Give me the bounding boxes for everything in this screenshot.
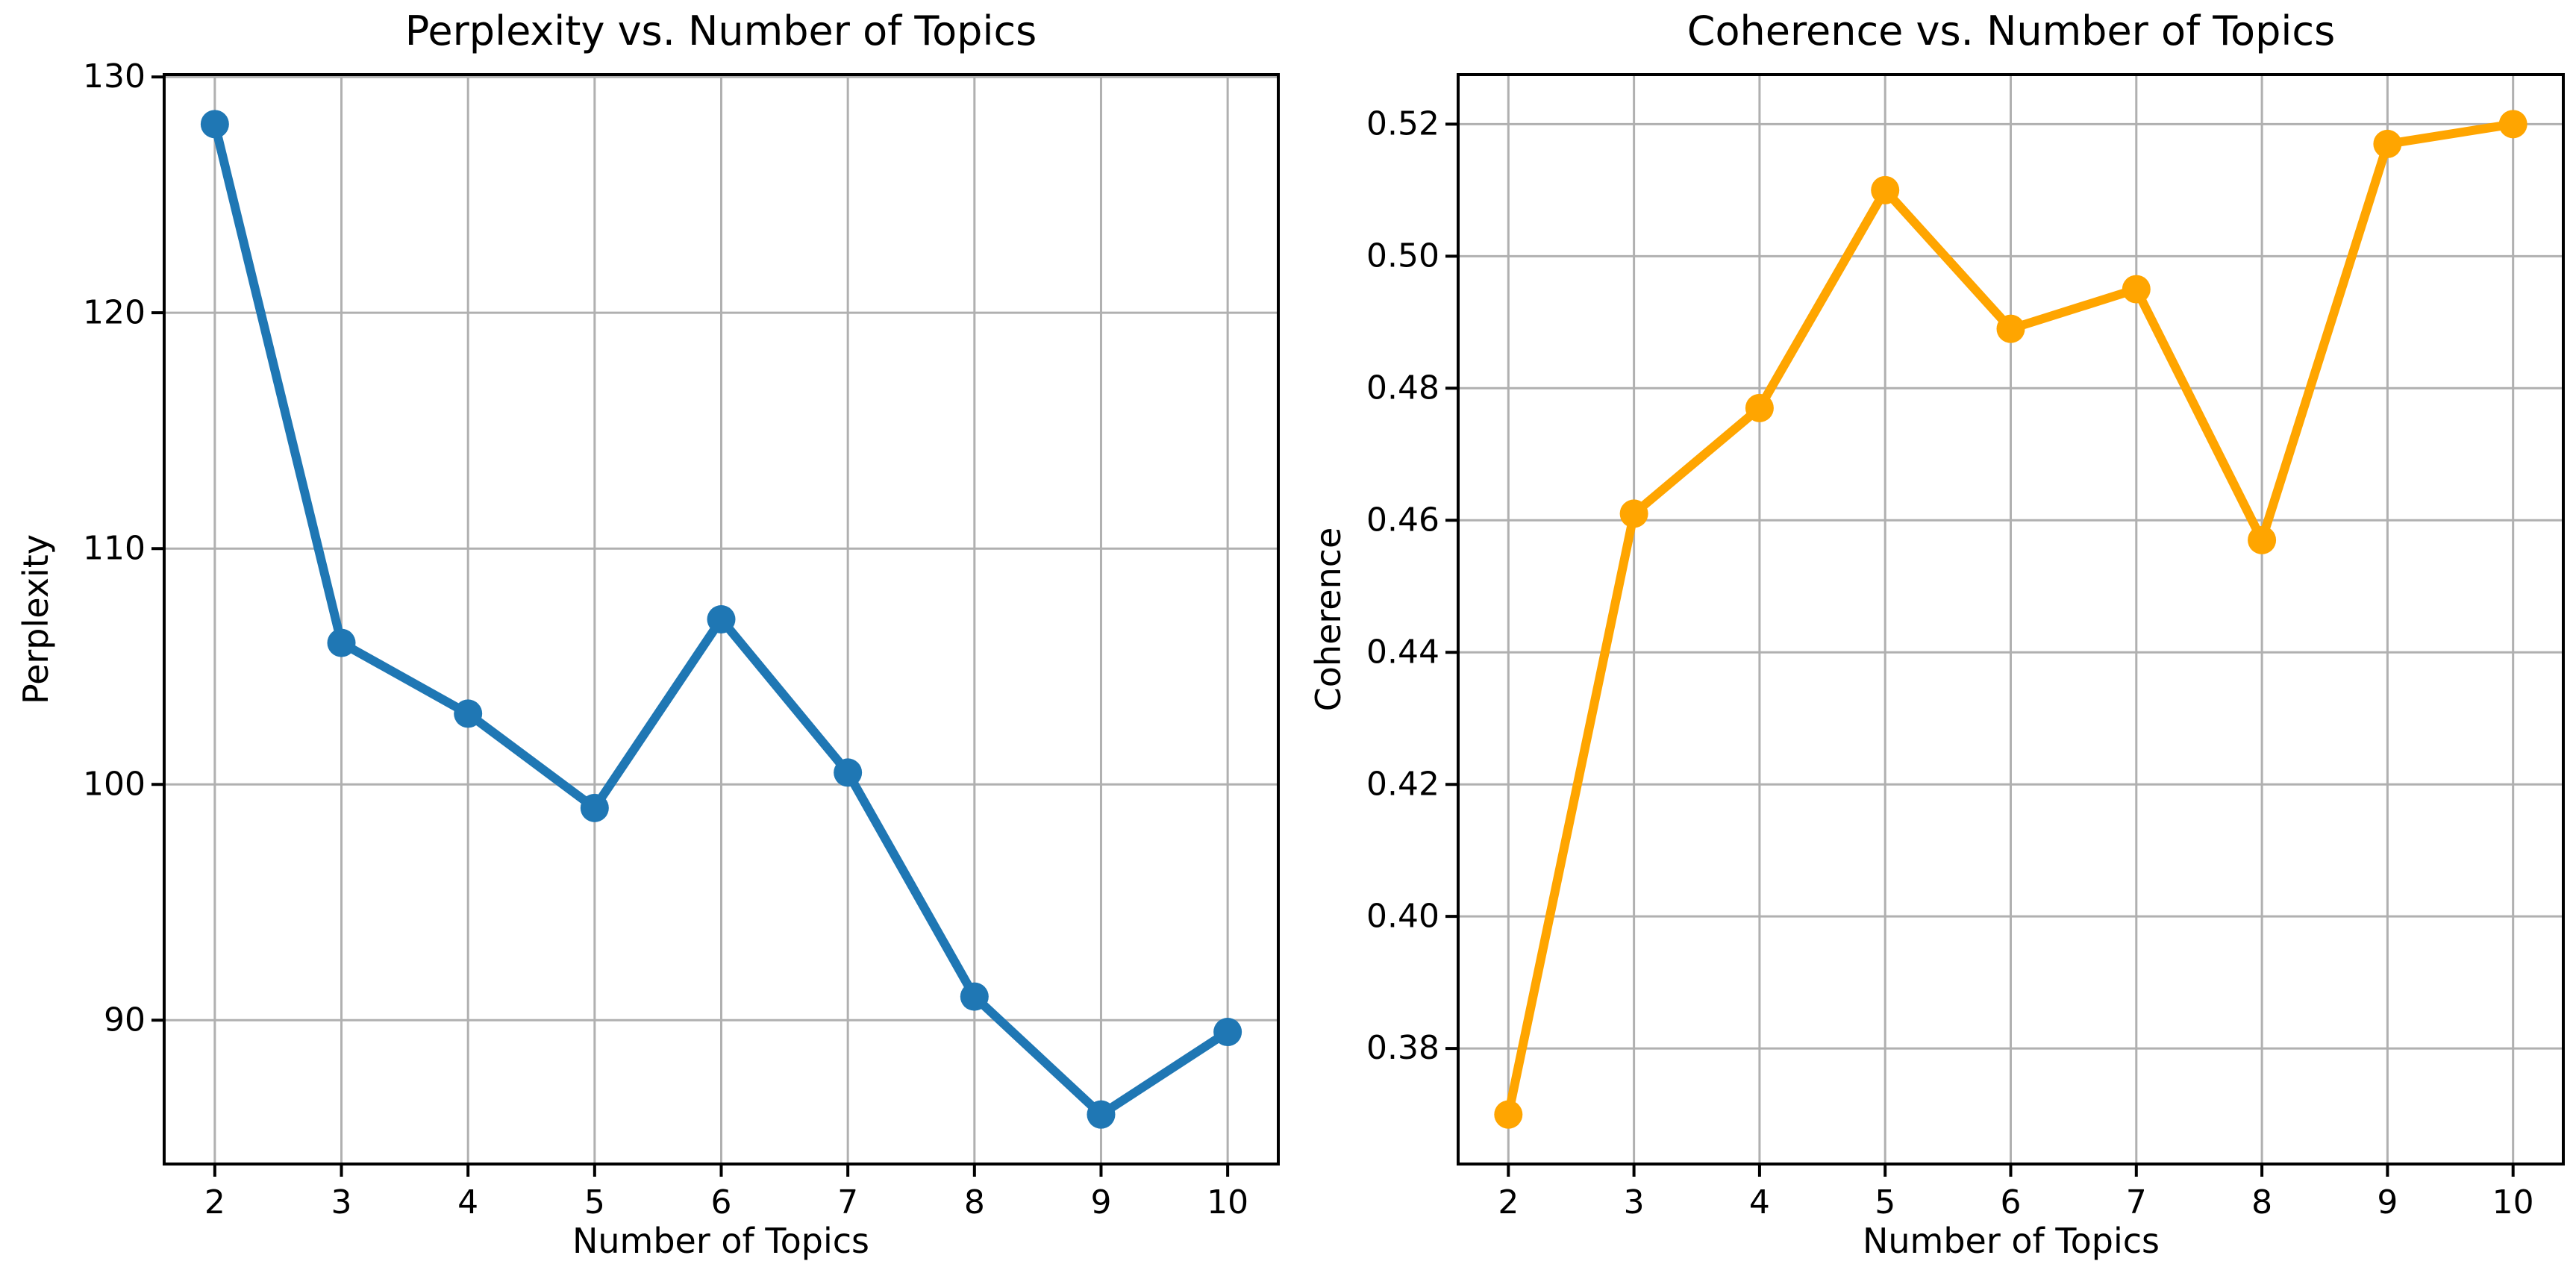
y-tick-label: 90 bbox=[104, 1001, 146, 1039]
y-tick-label: 0.52 bbox=[1366, 104, 1439, 143]
y-tick-label: 0.50 bbox=[1366, 237, 1439, 275]
y-tick-label: 0.46 bbox=[1366, 501, 1439, 539]
perplexity-data-point bbox=[1087, 1100, 1116, 1129]
x-tick-label: 2 bbox=[204, 1183, 225, 1221]
x-tick-label: 4 bbox=[1749, 1183, 1770, 1221]
coherence-chart: 2 3 4 5 6 7 8 9 10 0.38 0.40 0.42 0.44 0.46 0.48 0.50 0.… bbox=[1366, 73, 2565, 1221]
y-tick-label: 0.48 bbox=[1366, 369, 1439, 407]
coherence-data-point bbox=[2498, 110, 2527, 139]
coherence-y-axis-label: Coherence bbox=[1308, 527, 1348, 712]
y-tick-label: 120 bbox=[83, 293, 146, 331]
y-tick-label: 0.38 bbox=[1366, 1029, 1439, 1067]
x-tick-label: 5 bbox=[1875, 1183, 1895, 1221]
y-tick-label: 100 bbox=[83, 765, 146, 803]
coherence-data-point bbox=[2248, 525, 2277, 554]
coherence-data-point bbox=[1996, 314, 2025, 343]
y-tick-label: 0.42 bbox=[1366, 765, 1439, 803]
x-tick-label: 8 bbox=[964, 1183, 985, 1221]
perplexity-data-point bbox=[707, 605, 736, 633]
x-tick-label: 7 bbox=[2126, 1183, 2147, 1221]
coherence-data-point bbox=[2373, 129, 2402, 158]
perplexity-data-point bbox=[454, 699, 483, 728]
perplexity-data-point bbox=[1213, 1018, 1242, 1047]
x-tick-label: 6 bbox=[711, 1183, 732, 1221]
y-tick-label: 130 bbox=[83, 57, 146, 96]
x-tick-label: 6 bbox=[2001, 1183, 2022, 1221]
y-tick-label: 0.44 bbox=[1366, 633, 1439, 671]
perplexity-data-point bbox=[580, 793, 609, 822]
perplexity-chart-title: Perplexity vs. Number of Topics bbox=[404, 7, 1037, 54]
perplexity-chart: 2 3 4 5 6 7 8 9 10 90 100 110 120 130 bbox=[83, 57, 1280, 1221]
x-tick-label: 3 bbox=[1624, 1183, 1645, 1221]
coherence-chart-title: Coherence vs. Number of Topics bbox=[1686, 7, 2336, 54]
x-tick-label: 7 bbox=[837, 1183, 858, 1221]
perplexity-data-point bbox=[960, 982, 989, 1011]
x-tick-label: 3 bbox=[331, 1183, 352, 1221]
x-tick-label: 2 bbox=[1498, 1183, 1519, 1221]
x-tick-label: 9 bbox=[2377, 1183, 2398, 1221]
coherence-data-point bbox=[1871, 175, 1900, 204]
perplexity-data-point bbox=[200, 110, 229, 139]
x-tick-label: 10 bbox=[2492, 1183, 2534, 1221]
perplexity-data-point bbox=[834, 758, 863, 787]
x-tick-label: 9 bbox=[1090, 1183, 1111, 1221]
x-tick-label: 10 bbox=[1207, 1183, 1248, 1221]
coherence-data-point bbox=[2122, 275, 2151, 304]
y-tick-label: 110 bbox=[83, 529, 146, 567]
x-tick-label: 5 bbox=[584, 1183, 605, 1221]
perplexity-data-point bbox=[327, 628, 356, 657]
x-tick-label: 4 bbox=[457, 1183, 478, 1221]
coherence-data-point bbox=[1745, 393, 1774, 422]
coherence-data-point bbox=[1494, 1100, 1523, 1129]
y-tick-label: 0.40 bbox=[1366, 897, 1439, 935]
coherence-x-axis-label: Number of Topics bbox=[1862, 1221, 2160, 1261]
coherence-data-point bbox=[1619, 499, 1648, 528]
perplexity-x-axis-label: Number of Topics bbox=[572, 1221, 870, 1261]
x-tick-label: 8 bbox=[2251, 1183, 2272, 1221]
perplexity-y-axis-label: Perplexity bbox=[16, 534, 56, 705]
